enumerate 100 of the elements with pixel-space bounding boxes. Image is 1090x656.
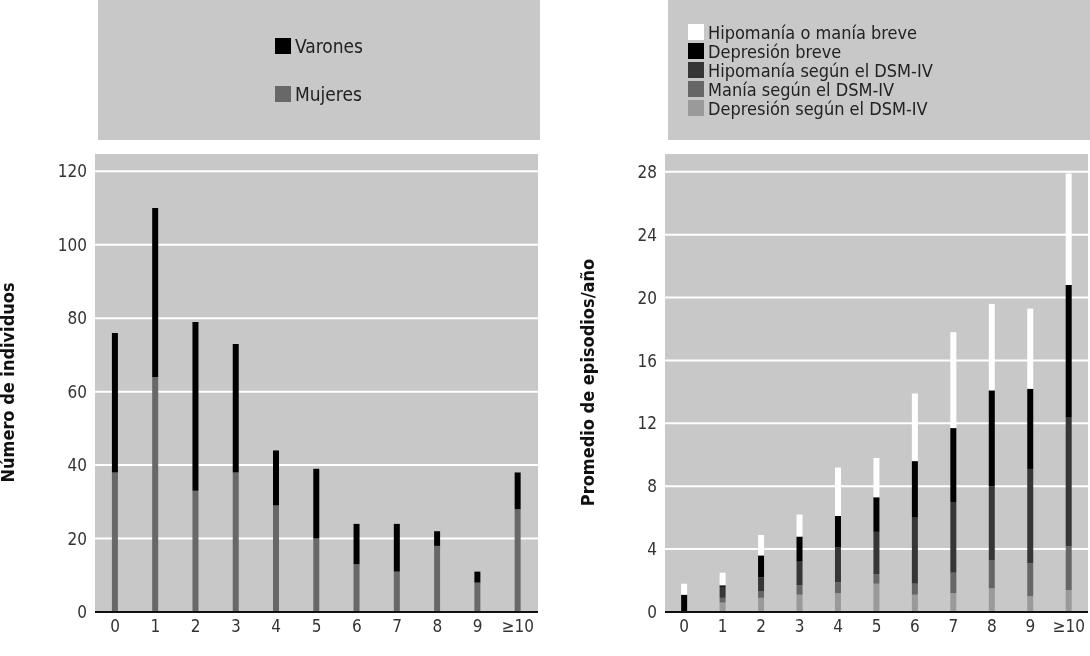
bar xyxy=(192,321,199,491)
y-axis-title: Promedio de episodios/año xyxy=(577,258,599,507)
y-tick-label: 20 xyxy=(67,528,87,549)
bar xyxy=(1027,468,1034,564)
y-tick-label: 0 xyxy=(77,602,87,623)
bar xyxy=(273,505,280,612)
bar xyxy=(474,571,481,583)
legend-label: Hipomanía o manía breve xyxy=(708,21,918,43)
bar xyxy=(1065,417,1072,546)
bar xyxy=(152,376,159,612)
bar xyxy=(514,509,521,612)
y-tick-label: 16 xyxy=(637,350,657,371)
x-tick-label: 3 xyxy=(794,616,805,637)
bar xyxy=(796,561,803,586)
bar xyxy=(758,591,765,598)
x-tick-label: 1 xyxy=(150,616,161,637)
x-tick-label: 7 xyxy=(392,616,402,637)
bar xyxy=(834,593,841,612)
bar xyxy=(474,582,481,612)
y-tick-label: 0 xyxy=(647,602,657,623)
x-tick-label: 6 xyxy=(351,616,362,637)
x-tick-label: 9 xyxy=(1025,616,1036,637)
y-tick-label: 100 xyxy=(57,234,87,255)
bar xyxy=(950,572,957,594)
bar xyxy=(911,461,918,518)
bar xyxy=(834,582,841,594)
bar xyxy=(873,574,880,584)
bar xyxy=(796,594,803,612)
bar xyxy=(796,514,803,537)
y-tick-label: 60 xyxy=(67,381,87,402)
bar xyxy=(313,538,320,612)
bar xyxy=(873,497,880,532)
x-tick-label: 0 xyxy=(110,616,120,637)
y-tick-label: 8 xyxy=(647,476,657,497)
bar xyxy=(1027,563,1034,597)
bar xyxy=(152,208,159,377)
bar xyxy=(1027,388,1034,469)
bar xyxy=(719,572,726,586)
bar xyxy=(873,583,880,612)
bar xyxy=(911,517,918,584)
bar xyxy=(514,472,521,510)
bar xyxy=(434,531,441,546)
y-tick-label: 12 xyxy=(637,413,657,434)
x-tick-label: ≥10 xyxy=(1052,616,1085,637)
y-tick-label: 4 xyxy=(647,539,657,560)
bar xyxy=(988,588,995,612)
bar xyxy=(834,516,841,548)
x-tick-label: 3 xyxy=(231,616,241,637)
bar xyxy=(950,501,957,573)
legend-label: Mujeres xyxy=(294,82,362,107)
y-axis-title: Número de individuos xyxy=(0,282,19,483)
bar xyxy=(873,531,880,575)
x-tick-label: 2 xyxy=(190,616,201,637)
bar xyxy=(988,486,995,561)
bar xyxy=(834,547,841,583)
bar xyxy=(719,597,726,603)
bar xyxy=(232,472,239,612)
bar xyxy=(111,472,118,612)
x-tick-label: 5 xyxy=(871,616,882,637)
bar xyxy=(719,586,726,598)
x-tick-label: 5 xyxy=(311,616,322,637)
bar xyxy=(192,490,199,612)
y-tick-label: 40 xyxy=(67,455,87,476)
y-tick-label: 20 xyxy=(637,287,657,308)
x-tick-label: 2 xyxy=(756,616,766,637)
bar xyxy=(796,536,803,562)
bar xyxy=(911,594,918,612)
y-tick-label: 80 xyxy=(67,308,87,329)
bar xyxy=(273,450,280,506)
x-tick-label: ≥10 xyxy=(501,616,534,637)
x-tick-label: 4 xyxy=(833,616,843,637)
x-tick-label: 0 xyxy=(679,616,690,637)
y-tick-label: 28 xyxy=(637,161,657,182)
bar xyxy=(758,597,765,612)
bar xyxy=(681,594,688,612)
legend-label: Varones xyxy=(294,34,363,59)
bar xyxy=(758,555,765,578)
bar xyxy=(393,571,400,612)
bar xyxy=(796,585,803,595)
x-tick-label: 9 xyxy=(472,616,483,637)
x-tick-label: 1 xyxy=(717,616,728,637)
bar xyxy=(353,523,360,565)
bar xyxy=(681,583,688,595)
x-tick-label: 8 xyxy=(987,616,997,637)
bar xyxy=(988,560,995,589)
x-tick-label: 4 xyxy=(271,616,282,637)
y-tick-label: 120 xyxy=(57,161,87,182)
bar xyxy=(950,428,957,502)
x-tick-label: 6 xyxy=(910,616,920,637)
bar xyxy=(1065,545,1072,590)
bar xyxy=(232,343,239,473)
bar xyxy=(950,593,957,612)
bar xyxy=(313,468,320,539)
bar xyxy=(1065,285,1072,418)
bar xyxy=(988,390,995,487)
bar xyxy=(434,545,441,612)
bar xyxy=(393,523,400,572)
bar xyxy=(1065,589,1072,612)
x-tick-label: 7 xyxy=(948,616,959,637)
bar xyxy=(758,577,765,592)
